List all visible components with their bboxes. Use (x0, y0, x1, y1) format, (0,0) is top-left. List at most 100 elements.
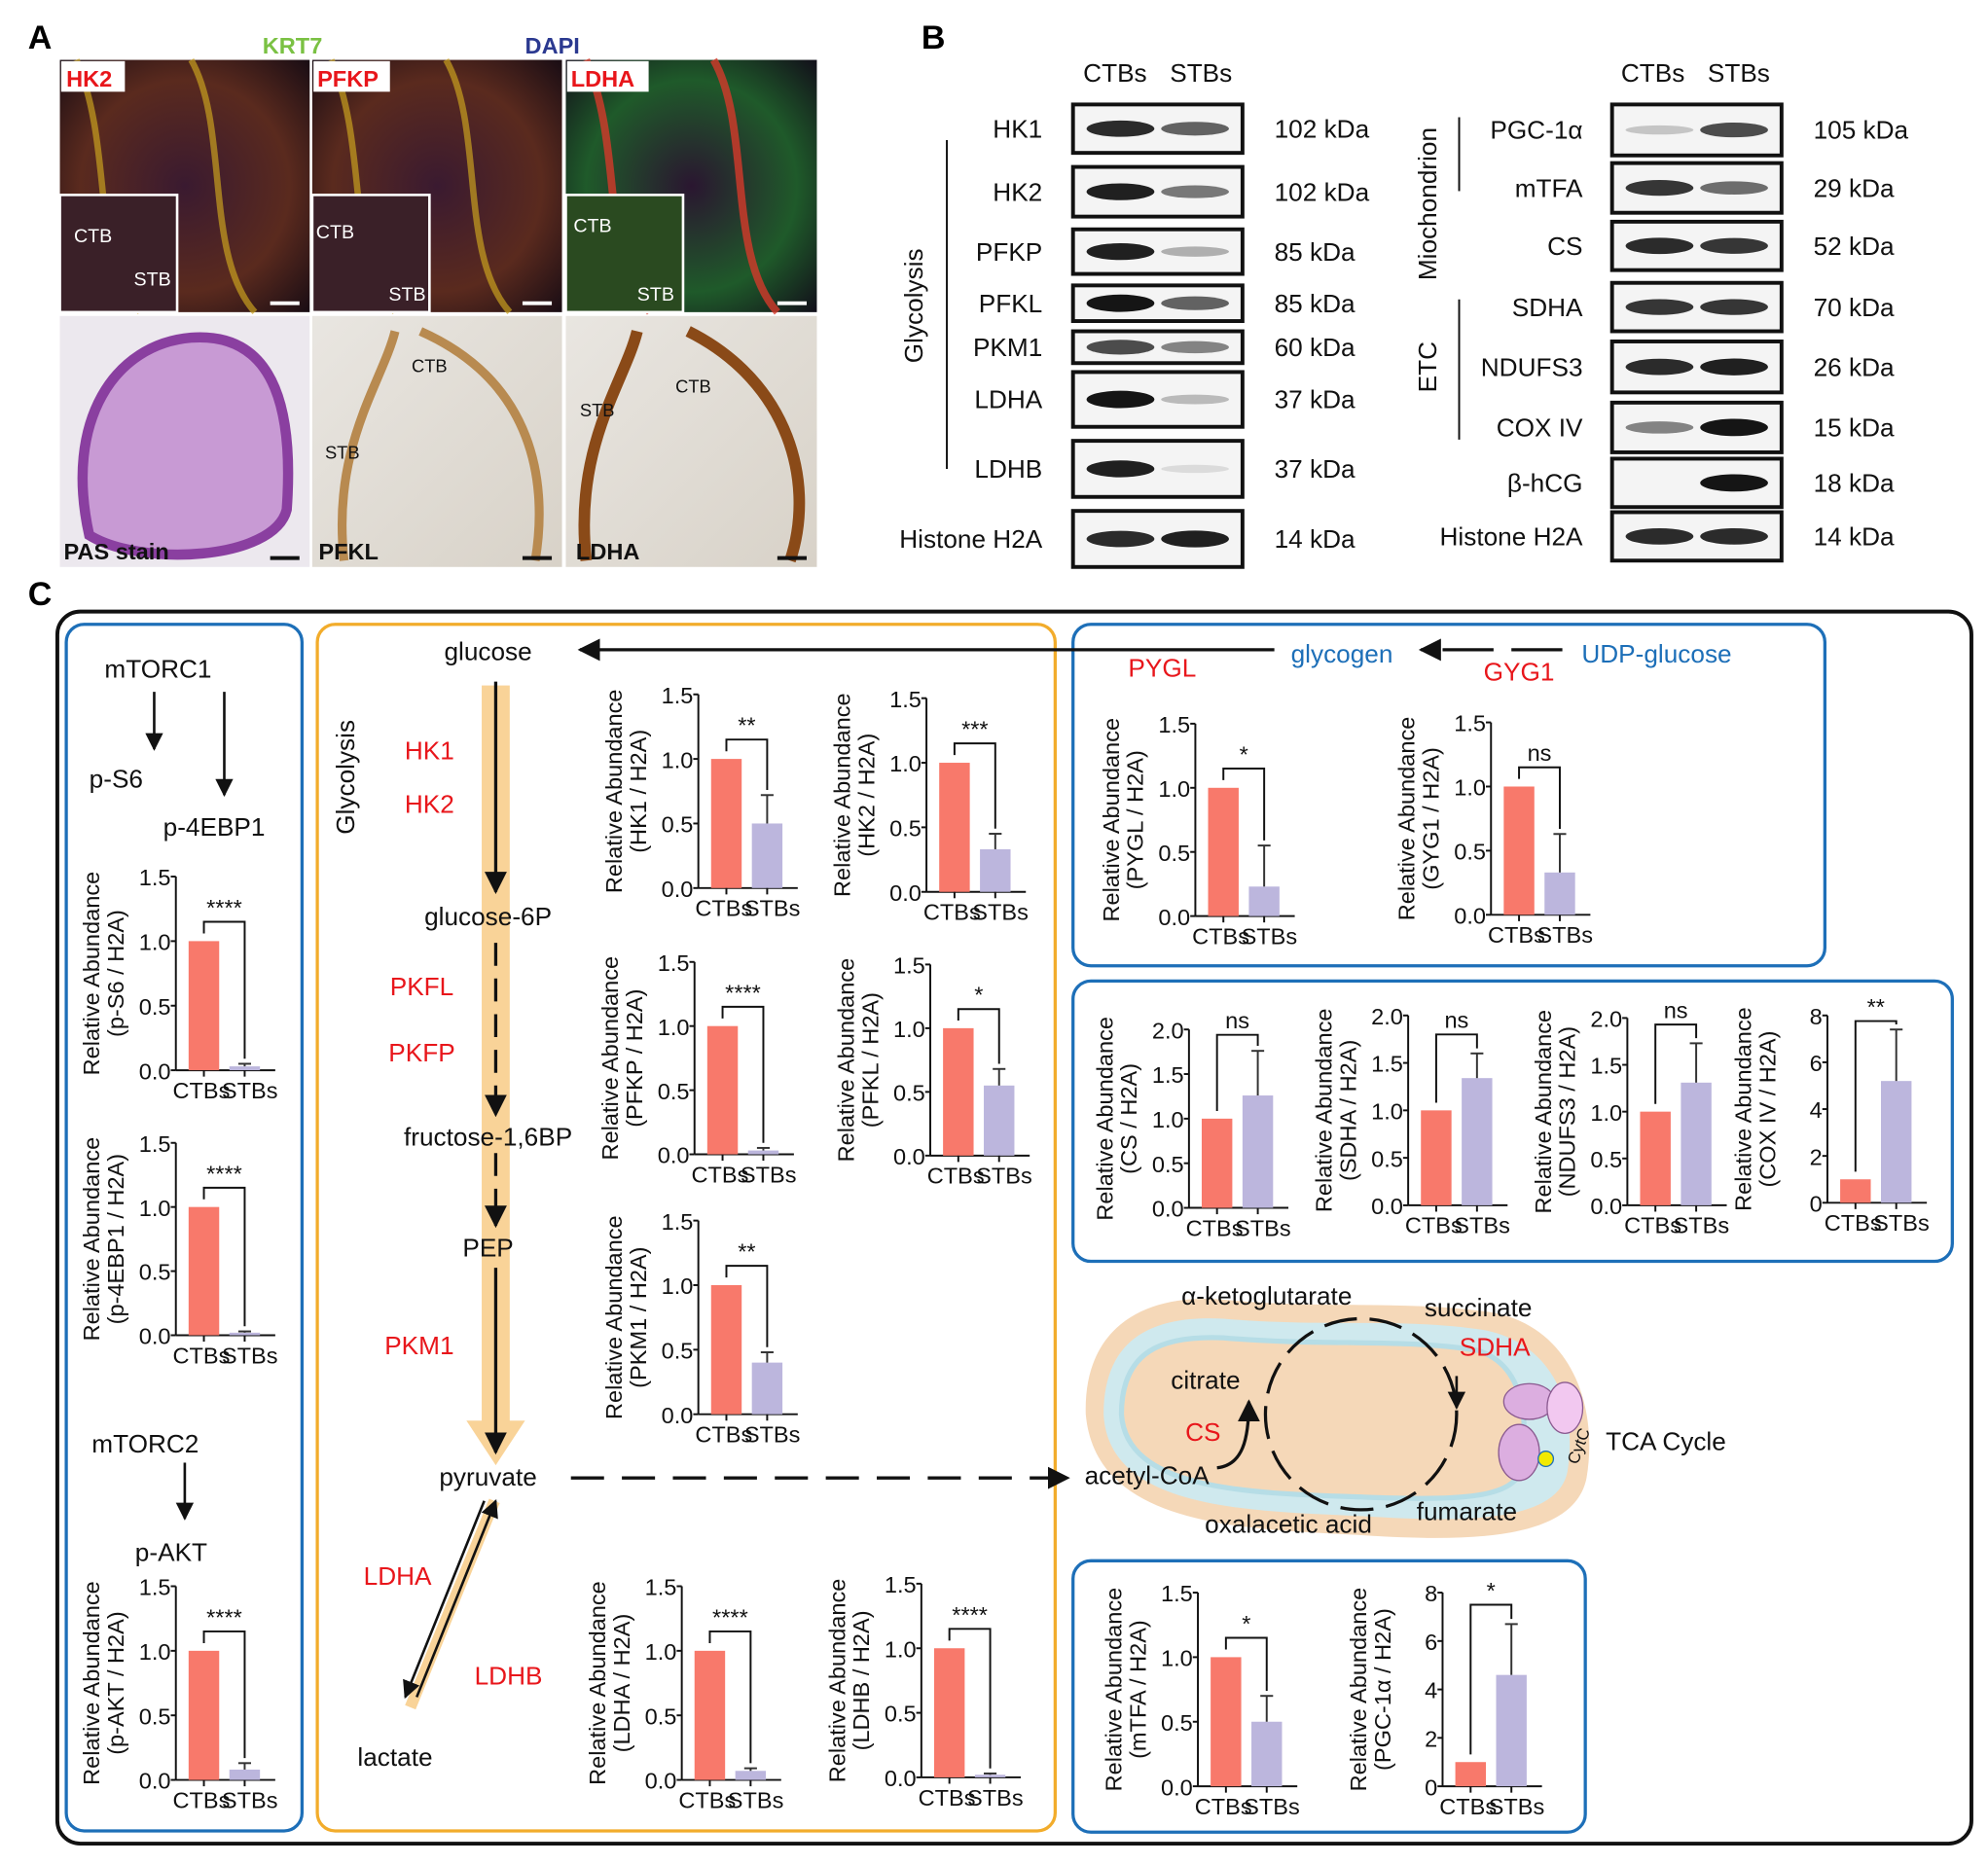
y-tick-label: 0.5 (1158, 841, 1190, 866)
chart-p4ebp1: 0.0 0.5 1.0 1.5 Relative Abundance(p-4EBP1 /… (79, 1131, 277, 1368)
y-tick-label: 0.5 (893, 1081, 925, 1106)
significance-bracket (721, 1005, 765, 1143)
significance-bracket (953, 742, 996, 829)
lane-label-ctbs: CTBs (1621, 58, 1684, 88)
p4ebp1-label: p-4EBP1 (163, 812, 266, 842)
y-axis-label: (SDHA / H2A) (1335, 1040, 1360, 1181)
y-tick-label: 1.5 (1158, 712, 1190, 737)
band-stbs (1161, 296, 1229, 310)
significance-bracket (1215, 1033, 1259, 1112)
significance-bracket (957, 1008, 1000, 1064)
y-tick-label: 1.0 (1590, 1100, 1622, 1126)
bar-stbs (1681, 1082, 1712, 1205)
bar-stbs (751, 1362, 783, 1415)
y-axis-label: Relative Abundance (830, 693, 855, 897)
lactate-label: lactate (357, 1742, 432, 1772)
pfkp-stain-label: PFKP (317, 66, 379, 91)
x-tick-label: STBs (741, 1162, 797, 1187)
band-ctbs (1086, 340, 1155, 355)
bar-stbs (974, 1774, 1006, 1777)
protein-label: mTFA (1515, 173, 1583, 202)
x-tick-label: STBs (1674, 1213, 1730, 1238)
bar-stbs (747, 1150, 779, 1155)
pyruvate-label: pyruvate (439, 1462, 536, 1491)
hk2-stain-label: HK2 (66, 66, 112, 91)
y-tick-label: 1.5 (1371, 1052, 1403, 1077)
chart-hk2: 0.0 0.5 1.0 1.5 Relative Abundance(HK2 / H2A… (830, 687, 1029, 925)
y-tick-label: 1.5 (662, 1209, 694, 1235)
y-tick-label: 6 (1810, 1051, 1823, 1076)
x-tick-label: CTBs (919, 1785, 976, 1810)
significance-bracket (708, 1630, 752, 1764)
bar-stbs (1880, 1081, 1912, 1203)
molecular-weight-label: 37 kDa (1275, 385, 1355, 414)
significance-label: **** (712, 1604, 748, 1630)
bar-stbs (229, 1332, 261, 1336)
x-tick-label: CTBs (1405, 1213, 1463, 1238)
blot-row-pkm1: PKM1 60 kDa (973, 329, 1355, 366)
inset-ctb-label: CTB (316, 222, 354, 243)
y-tick-label: 0.0 (645, 1769, 677, 1794)
bar-stbs (1248, 886, 1280, 916)
y-tick-label: 0.0 (885, 1766, 917, 1791)
y-axis-label: (NDUFS3 / H2A) (1555, 1026, 1580, 1197)
protein-label: Histone H2A (1440, 522, 1584, 552)
x-tick-label: STBs (728, 1787, 784, 1812)
bar-ctbs (710, 1284, 742, 1415)
y-tick-label: 0 (1810, 1191, 1823, 1216)
mtor-pathway: mTORC1 p-S6 p-4EBP1 mTORC2 p-AKT (90, 655, 266, 1567)
y-tick-label: 0.0 (1161, 1774, 1193, 1800)
blot-row-ldha: LDHA 37 kDa (974, 370, 1355, 429)
y-axis-label: (p-AKT / H2A) (103, 1611, 128, 1755)
protein-label: COX IV (1497, 413, 1583, 443)
bar-ctbs (1455, 1762, 1487, 1787)
blot-row-cs: CS 52 kDa (1547, 219, 1895, 272)
y-tick-label: 4 (1810, 1097, 1823, 1123)
significance-bracket (202, 1186, 246, 1327)
significance-label: ** (738, 1239, 755, 1265)
pkm1-enzyme-label: PKM1 (384, 1331, 453, 1360)
gyg1-enzyme-label: GYG1 (1484, 657, 1555, 686)
bar-ctbs (943, 1027, 974, 1156)
y-axis-label: (PKM1 / H2A) (626, 1246, 651, 1387)
ldha-stain-label: LDHA (571, 66, 634, 91)
panel-b-western-blots: CTBs STBs CTBs STBs Glycolysis Miochondr… (899, 58, 1909, 569)
x-tick-label: CTBs (1195, 1794, 1252, 1819)
molecular-weight-label: 85 kDa (1275, 237, 1355, 267)
bar-stbs (229, 1066, 261, 1071)
tca-cycle-label: TCA Cycle (1606, 1426, 1726, 1455)
chart-pgc1a: 0 2 4 6 8 Relative Abundance(PGC-1α / H2A) CTB… (1346, 1578, 1544, 1819)
ihc-image-ldha (565, 315, 817, 567)
bar-ctbs (706, 1025, 739, 1155)
x-tick-label: CTBs (695, 896, 752, 921)
bar-ctbs (939, 763, 970, 892)
significance-bracket (1654, 1023, 1698, 1104)
y-axis-label: Relative Abundance (79, 1581, 104, 1785)
blot-row-histone-h2a: Histone H2A 14 kDa (1440, 510, 1895, 563)
y-tick-label: 1.5 (885, 1572, 917, 1597)
significance-label: **** (206, 1604, 242, 1630)
panel-c-frame (54, 609, 1973, 1846)
oxalacetic-acid-label: oxalacetic acid (1205, 1509, 1372, 1538)
x-tick-label: CTBs (1488, 922, 1545, 948)
blot-row-pgc-1-: PGC-1α 105 kDa (1490, 102, 1909, 158)
hk1-enzyme-label: HK1 (405, 736, 454, 766)
y-tick-label: 1.5 (139, 1131, 171, 1157)
bar-ctbs (1840, 1179, 1871, 1203)
pas-stain-label: PAS stain (63, 539, 168, 564)
y-tick-label: 2.0 (1590, 1007, 1622, 1032)
y-tick-label: 1.0 (885, 1636, 917, 1662)
x-tick-label: STBs (1489, 1794, 1545, 1819)
band-stbs (1700, 122, 1768, 138)
y-tick-label: 1.5 (139, 865, 171, 890)
ldha-enzyme-label: LDHA (364, 1561, 432, 1591)
y-axis-label: Relative Abundance (1312, 1009, 1337, 1213)
ihc-stb-label: STB (325, 442, 360, 462)
y-axis-label: (p-4EBP1 / H2A) (103, 1154, 128, 1324)
x-tick-label: STBs (1536, 922, 1593, 948)
y-tick-label: 0.0 (662, 877, 694, 902)
y-tick-label: 0.5 (1371, 1146, 1403, 1171)
ihc-ctb-label: CTB (675, 376, 711, 396)
blot-row-hk1: HK1 102 kDa (993, 102, 1370, 156)
